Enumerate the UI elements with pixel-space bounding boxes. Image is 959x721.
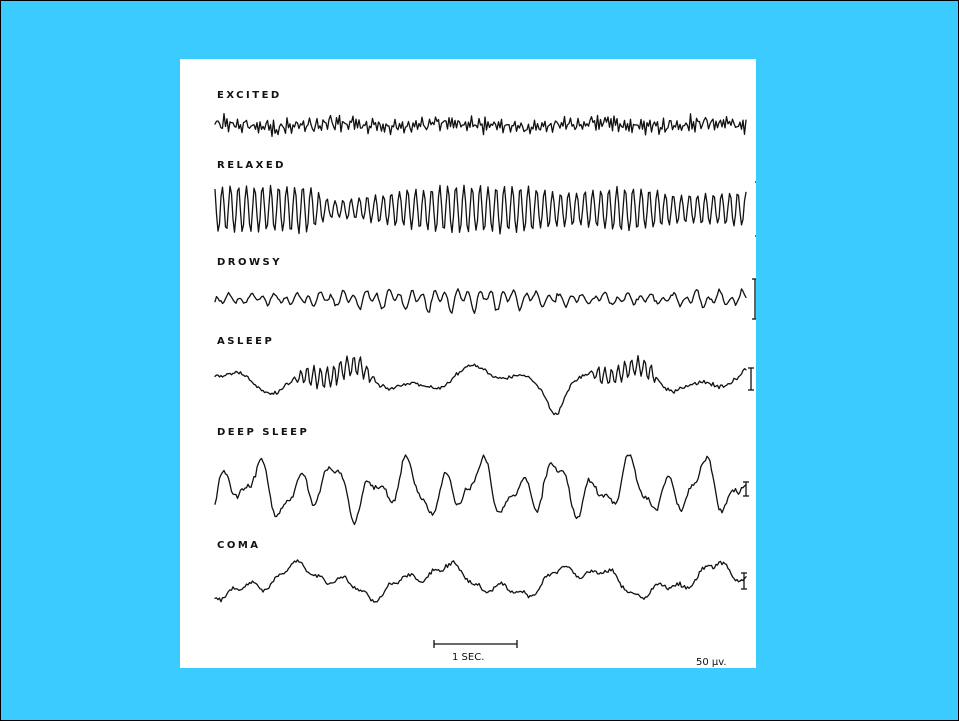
scale-bar-drowsy	[752, 278, 756, 320]
time-scale-label: 1 SEC.	[452, 652, 484, 663]
trace-label-relaxed: RELAXED	[217, 160, 286, 171]
eeg-trace-drowsy	[214, 288, 747, 314]
scale-bar-coma	[741, 572, 747, 590]
time-scale-bracket	[433, 640, 518, 648]
trace-label-drowsy: DROWSY	[217, 257, 282, 268]
eeg-trace-excited	[214, 112, 747, 138]
trace-label-coma: COMA	[217, 540, 261, 551]
eeg-traces-canvas: EXCITED RELAXED DROWSY ASLEEP DEEP SLEEP…	[214, 90, 756, 668]
scale-bar-asleep	[748, 367, 754, 391]
trace-label-excited: EXCITED	[217, 90, 282, 101]
eeg-trace-asleep	[214, 354, 747, 416]
scale-bar-deep-sleep	[743, 481, 749, 497]
voltage-scale-label: 50 µv.	[696, 657, 727, 668]
eeg-trace-relaxed	[214, 184, 747, 235]
eeg-trace-deep-sleep	[214, 454, 747, 526]
scale-bar-relaxed	[755, 181, 756, 237]
eeg-trace-coma	[214, 559, 747, 603]
trace-label-deep-sleep: DEEP SLEEP	[217, 427, 309, 438]
trace-label-asleep: ASLEEP	[217, 336, 274, 347]
eeg-figure: EXCITED RELAXED DROWSY ASLEEP DEEP SLEEP…	[180, 59, 756, 668]
